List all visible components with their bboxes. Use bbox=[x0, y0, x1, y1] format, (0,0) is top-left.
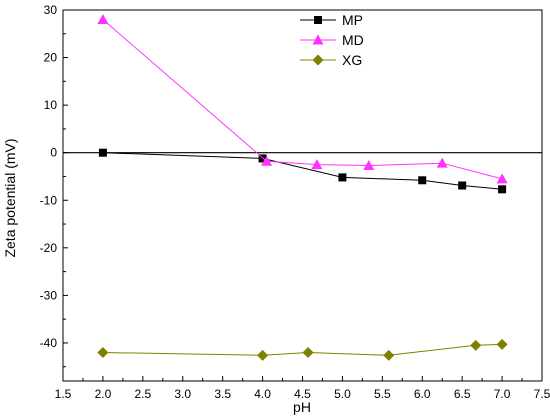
data-point-xg bbox=[302, 346, 314, 358]
x-tick-label: 3.5 bbox=[214, 387, 231, 401]
x-tick-label: 5.0 bbox=[334, 387, 351, 401]
x-tick-label: 1.5 bbox=[55, 387, 72, 401]
y-tick-label: 20 bbox=[44, 51, 58, 65]
x-tick-label: 3.0 bbox=[174, 387, 191, 401]
legend: MP MD XG bbox=[300, 12, 364, 68]
series-layer bbox=[97, 14, 508, 361]
x-axis-ticks: 1.5 2.0 2.5 3.0 3.5 4.0 4.5 5.0 5.5 6.0 6.5 7.0 7.5 bbox=[55, 376, 550, 401]
y-axis-title: Zeta potential (mV) bbox=[2, 138, 18, 257]
y-tick-label: 10 bbox=[44, 98, 58, 112]
data-point-mp bbox=[498, 185, 507, 194]
y-axis-ticks: 30 20 10 0 -10 -20 -30 -40 bbox=[40, 3, 68, 368]
plot-frame bbox=[62, 9, 543, 382]
plot-border bbox=[62, 9, 543, 382]
legend-marker bbox=[312, 34, 324, 45]
x-tick-label: 2.5 bbox=[134, 387, 151, 401]
x-tick-label: 7.5 bbox=[534, 387, 550, 401]
y-tick-label: -30 bbox=[40, 288, 58, 302]
data-point-xg bbox=[470, 339, 482, 351]
x-tick-label: 4.0 bbox=[254, 387, 271, 401]
x-tick-label: 2.0 bbox=[95, 387, 112, 401]
y-tick-label: -10 bbox=[40, 193, 58, 207]
data-point-md bbox=[97, 14, 109, 25]
series-xg bbox=[97, 338, 508, 361]
data-point-xg bbox=[97, 346, 109, 358]
legend-marker bbox=[314, 16, 322, 24]
data-point-xg bbox=[383, 349, 395, 361]
y-tick-label: -40 bbox=[40, 336, 58, 350]
legend-entry-xg: XG bbox=[300, 52, 362, 68]
data-point-md bbox=[496, 173, 508, 184]
x-tick-label: 6.0 bbox=[414, 387, 431, 401]
data-point-md bbox=[363, 160, 375, 171]
data-point-mp bbox=[418, 176, 427, 185]
y-tick-label: -20 bbox=[40, 241, 58, 255]
series-mp bbox=[98, 148, 507, 194]
x-tick-label: 7.0 bbox=[494, 387, 511, 401]
series-line-mp bbox=[102, 152, 503, 190]
legend-marker bbox=[312, 54, 324, 66]
legend-label: MP bbox=[342, 12, 363, 28]
legend-entry-md: MD bbox=[300, 32, 364, 48]
data-point-xg bbox=[496, 338, 508, 350]
legend-label: XG bbox=[342, 52, 362, 68]
series-line-xg bbox=[102, 343, 503, 356]
series-md bbox=[97, 14, 508, 184]
x-axis-title: pH bbox=[293, 399, 311, 415]
legend-entry-mp: MP bbox=[300, 12, 363, 28]
data-point-md bbox=[261, 155, 273, 166]
data-point-mp bbox=[98, 148, 107, 157]
x-tick-label: 4.5 bbox=[294, 387, 311, 401]
x-tick-label: 5.5 bbox=[374, 387, 391, 401]
x-tick-label: 6.5 bbox=[454, 387, 471, 401]
legend-label: MD bbox=[342, 32, 364, 48]
data-point-mp bbox=[458, 181, 467, 190]
data-point-mp bbox=[338, 173, 347, 182]
data-point-xg bbox=[257, 349, 269, 361]
series-line-md bbox=[102, 19, 503, 180]
y-tick-label: 30 bbox=[44, 3, 58, 17]
data-point-md bbox=[436, 157, 448, 168]
y-tick-label: 0 bbox=[50, 146, 57, 160]
data-point-md bbox=[311, 159, 323, 170]
